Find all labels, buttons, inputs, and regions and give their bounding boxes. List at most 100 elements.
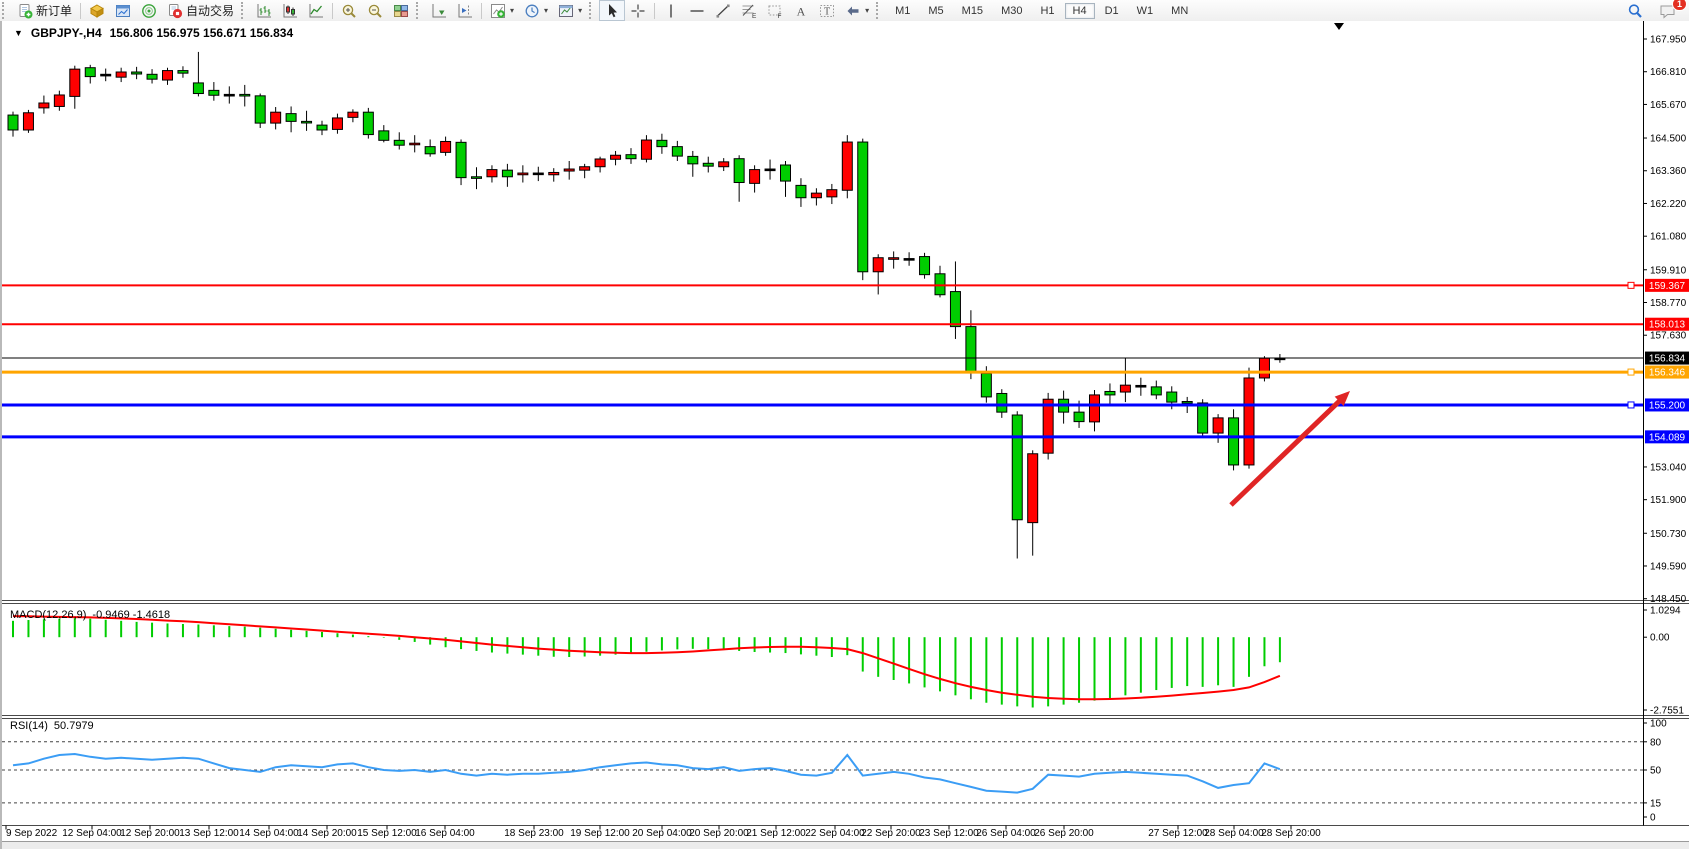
toolbar-grip[interactable] xyxy=(416,2,422,19)
auto-scroll-button[interactable] xyxy=(426,0,452,21)
toolbar-grip[interactable] xyxy=(589,2,595,19)
tile-windows-button[interactable] xyxy=(388,0,414,21)
hline-handle[interactable] xyxy=(1627,368,1635,376)
axis-tick-label: 0 xyxy=(1650,813,1656,824)
shift-marker-icon[interactable] xyxy=(1334,23,1344,30)
date-label: 14 Sep 04:00 xyxy=(239,828,299,839)
hline-handle[interactable] xyxy=(1627,401,1635,409)
axis-tick-label: 163.360 xyxy=(1650,166,1687,177)
trendline-icon xyxy=(715,3,731,19)
text-button[interactable]: A xyxy=(788,0,814,21)
candle xyxy=(934,265,946,298)
arrows-button[interactable]: ▾ xyxy=(840,0,874,21)
candle xyxy=(192,51,204,97)
notifications-button[interactable]: 1 xyxy=(1654,0,1687,21)
template-icon xyxy=(558,3,574,19)
candle xyxy=(702,156,714,173)
candlestick-chart-button[interactable] xyxy=(277,0,303,21)
date-label: 14 Sep 20:00 xyxy=(297,828,357,839)
zoom-in-button[interactable] xyxy=(336,0,362,21)
hlines-layer[interactable] xyxy=(2,281,1643,439)
candle xyxy=(1042,392,1054,460)
date-label: 16 Sep 04:00 xyxy=(415,828,475,839)
vertical-line-button[interactable] xyxy=(658,0,684,21)
tf-button-H1[interactable]: H1 xyxy=(1040,4,1055,17)
tf-button-M1[interactable]: M1 xyxy=(895,4,911,17)
toolbar-grip[interactable] xyxy=(876,2,882,19)
date-label: 13 Sep 12:00 xyxy=(179,828,239,839)
dropdown-caret: ▾ xyxy=(510,6,515,15)
price-badge-text: 156.834 xyxy=(1649,354,1686,365)
bar-chart-button[interactable] xyxy=(251,0,277,21)
new-order-label: 新订单 xyxy=(36,4,73,18)
dropdown-caret: ▾ xyxy=(578,6,583,15)
indicators-button[interactable]: ▾ xyxy=(485,0,519,21)
chart-menu-triangle[interactable]: ▼ xyxy=(14,28,23,38)
svg-text:F: F xyxy=(778,13,782,19)
toolbar: 新订单 自动交易 ▾ ▾ ▾ E F A T ▾ M1 M5 M15 M30 H1 H4 D… xyxy=(0,0,1689,22)
line-chart-button[interactable] xyxy=(303,0,329,21)
candle xyxy=(254,93,266,128)
toolbar-grip[interactable] xyxy=(2,2,8,19)
candle xyxy=(38,95,50,114)
vertical-line-icon xyxy=(663,3,679,19)
rsi-name: RSI(14) xyxy=(10,720,48,732)
auto-trading-button[interactable]: 自动交易 xyxy=(162,0,239,21)
horizontal-line-button[interactable] xyxy=(684,0,710,21)
chart-window: 167.950 166.810 165.670 164.500 163.360 162.2… xyxy=(0,21,1689,849)
zoom-out-button[interactable] xyxy=(362,0,388,21)
axis-tick-label: 0.00 xyxy=(1650,633,1670,644)
trendline-button[interactable] xyxy=(710,0,736,21)
tf-button-M15[interactable]: M15 xyxy=(961,4,984,17)
date-label: 19 Sep 12:00 xyxy=(570,828,630,839)
tf-button-W1[interactable]: W1 xyxy=(1136,4,1154,17)
chart-shift-icon xyxy=(457,3,473,19)
fibonacci-button[interactable]: E xyxy=(736,0,762,21)
axis-tick-label: 158.770 xyxy=(1650,298,1687,309)
channel-button[interactable]: F xyxy=(762,0,788,21)
cursor-button[interactable] xyxy=(599,0,626,21)
candle xyxy=(146,69,158,84)
text-label-button[interactable]: T xyxy=(814,0,840,21)
price-badge-158.013 xyxy=(1645,317,1689,331)
candle xyxy=(455,139,467,186)
price-badge-154.089 xyxy=(1645,430,1689,444)
macd-pane xyxy=(12,615,1281,708)
price-axis[interactable]: 167.950 166.810 165.670 164.500 163.360 162.2… xyxy=(1643,21,1689,826)
candle xyxy=(579,163,591,179)
symbol-period-label: GBPJPY-,H4 xyxy=(30,26,102,40)
date-label: 12 Sep 20:00 xyxy=(120,828,180,839)
chart-window-button[interactable] xyxy=(84,0,110,21)
tf-button-M30[interactable]: M30 xyxy=(1001,4,1023,17)
chart-shift-button[interactable] xyxy=(452,0,478,21)
candle xyxy=(548,168,560,182)
rsi-indicator-label: RSI(14) 50.7979 xyxy=(10,720,94,732)
axis-tick-label: 162.220 xyxy=(1650,199,1687,210)
candle xyxy=(501,163,513,187)
axis-tick-label: 167.950 xyxy=(1650,35,1687,46)
chart-canvas[interactable]: 167.950 166.810 165.670 164.500 163.360 162.2… xyxy=(2,21,1689,849)
indicators-icon xyxy=(490,3,506,19)
candle xyxy=(69,65,81,109)
signals-button[interactable] xyxy=(136,0,162,21)
toolbar-grip[interactable] xyxy=(241,2,247,19)
price-badge-text: 158.013 xyxy=(1649,320,1686,331)
templates-button[interactable]: ▾ xyxy=(553,0,587,21)
tf-button-H4[interactable]: H4 xyxy=(1064,2,1095,19)
trend-arrow[interactable] xyxy=(1229,391,1350,507)
crosshair-button[interactable] xyxy=(625,0,651,21)
candle xyxy=(1058,390,1070,424)
tf-button-M5[interactable]: M5 xyxy=(928,4,944,17)
search-button[interactable] xyxy=(1622,0,1648,21)
candle xyxy=(1011,411,1023,559)
date-label: 18 Sep 23:00 xyxy=(504,828,564,839)
hline-handle[interactable] xyxy=(1627,281,1635,289)
toolbar-separator xyxy=(481,2,483,19)
tf-button-D1[interactable]: D1 xyxy=(1104,4,1119,17)
tf-button-MN[interactable]: MN xyxy=(1171,4,1189,17)
periods-button[interactable]: ▾ xyxy=(519,0,553,21)
market-watch-button[interactable] xyxy=(110,0,136,21)
new-order-button[interactable]: 新订单 xyxy=(12,0,77,21)
candle xyxy=(1212,414,1224,443)
